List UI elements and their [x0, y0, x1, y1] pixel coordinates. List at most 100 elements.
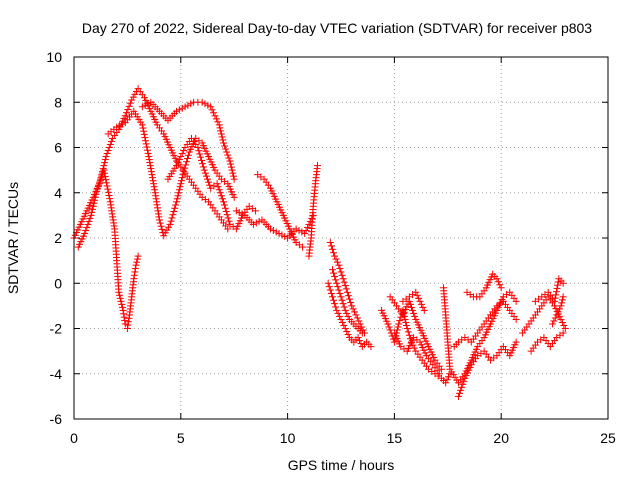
y-tick-label: 10	[46, 49, 62, 65]
data-point-fill	[295, 226, 303, 234]
data-point-fill	[178, 177, 186, 185]
data-point	[559, 279, 567, 287]
data-point	[198, 98, 206, 106]
data-point	[403, 325, 411, 332]
data-point-fill	[201, 169, 209, 177]
data-point	[314, 162, 322, 170]
data-point	[384, 320, 392, 328]
data-point-fill	[327, 289, 335, 297]
data-point	[390, 338, 398, 346]
data-point	[493, 275, 501, 283]
data-point-fill	[344, 292, 352, 300]
data-point-fill	[124, 105, 132, 113]
x-tick-label: 0	[70, 430, 78, 446]
data-point-fill	[338, 271, 346, 279]
data-point-fill	[205, 178, 213, 186]
data-point-fill	[180, 147, 188, 155]
x-tick-label: 25	[600, 430, 616, 446]
data-point-fill	[180, 167, 188, 175]
data-point-fill	[183, 158, 191, 166]
data-point-fill	[146, 159, 154, 167]
data-point-fill	[340, 278, 348, 286]
data-point-fill	[413, 291, 421, 299]
data-point-fill	[101, 159, 109, 167]
x-axis-label: GPS time / hours	[288, 457, 395, 473]
data-point	[173, 107, 181, 115]
data-point	[328, 266, 336, 274]
data-point	[333, 279, 341, 287]
data-point-fill	[553, 284, 561, 292]
data-point-fill	[356, 337, 364, 345]
data-point-fill	[347, 298, 355, 306]
data-point-fill	[552, 291, 560, 299]
data-point-fill	[148, 174, 156, 182]
data-point-fill	[142, 140, 150, 148]
data-point	[230, 193, 238, 201]
data-point-fill	[204, 101, 212, 109]
data-point-fill	[196, 150, 204, 158]
data-point-fill	[458, 383, 466, 391]
data-point-fill	[178, 104, 186, 112]
data-point-fill	[445, 373, 453, 381]
data-point-fill	[403, 321, 411, 329]
data-point-fill	[104, 185, 112, 193]
data-point-fill	[221, 142, 229, 150]
data-point-fill	[120, 310, 128, 318]
data-point-fill	[91, 196, 99, 204]
data-point-fill	[229, 172, 237, 180]
data-point-fill	[407, 303, 415, 311]
data-point-fill	[327, 242, 335, 250]
data-point-fill	[104, 188, 112, 196]
data-point-fill	[104, 147, 112, 155]
data-point	[335, 261, 343, 269]
data-point-fill	[145, 156, 153, 164]
data-point-fill	[84, 220, 92, 228]
data-point-fill	[168, 214, 176, 222]
data-point	[333, 306, 341, 314]
data-point	[123, 325, 131, 332]
data-point-fill	[150, 180, 158, 188]
y-tick-label: -2	[50, 321, 63, 337]
data-point-fill	[121, 317, 129, 325]
data-point-fill	[181, 164, 189, 172]
y-tick-label: -6	[50, 411, 63, 427]
data-point-fill	[336, 312, 344, 320]
data-point-fill	[131, 265, 139, 273]
data-point-fill	[551, 314, 559, 322]
data-point-fill	[385, 323, 393, 331]
data-point	[100, 166, 108, 174]
data-point-fill	[103, 182, 111, 190]
data-point-fill	[456, 389, 464, 397]
y-tick-label: -4	[50, 366, 63, 382]
data-point-fill	[224, 214, 232, 222]
data-point-fill	[133, 255, 141, 263]
data-point	[341, 325, 349, 332]
data-point-fill	[224, 151, 232, 159]
data-point-fill	[89, 205, 97, 213]
y-tick-label: 4	[54, 185, 62, 201]
data-point	[121, 112, 129, 120]
data-point-fill	[229, 169, 237, 177]
data-point	[213, 180, 221, 188]
data-point-fill	[199, 163, 207, 171]
data-point-fill	[118, 300, 126, 308]
y-tick-labels: -6 -4 -2 0 2 4 6 8 10	[46, 49, 62, 427]
data-point-fill	[102, 179, 110, 187]
data-point-fill	[174, 159, 182, 167]
data-point-fill	[91, 193, 99, 201]
data-point-fill	[93, 187, 101, 195]
data-point-fill	[101, 172, 109, 180]
data-point	[352, 311, 360, 319]
data-point-fill	[252, 219, 260, 227]
data-point-fill	[89, 202, 97, 210]
data-point-fill	[358, 323, 366, 331]
data-point	[551, 297, 559, 305]
data-point-fill	[170, 207, 178, 215]
data-point-fill	[117, 297, 125, 305]
data-point	[232, 207, 240, 215]
data-point	[220, 198, 228, 206]
data-point-fill	[225, 217, 233, 225]
data-point-fill	[349, 305, 357, 313]
data-point-fill	[228, 166, 236, 174]
data-point-fill	[396, 317, 404, 325]
